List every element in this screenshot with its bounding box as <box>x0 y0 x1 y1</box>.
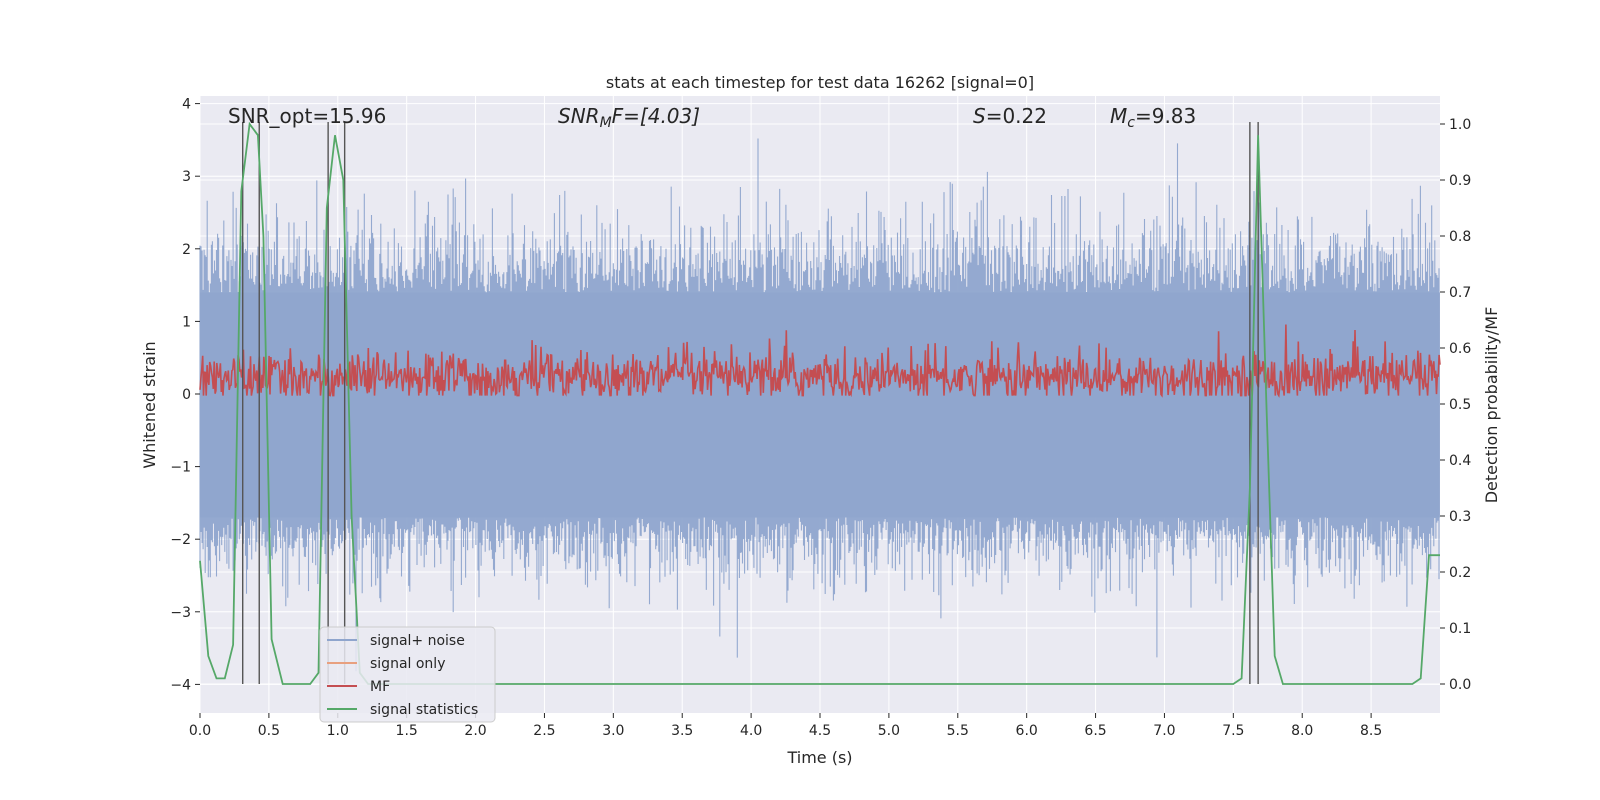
x-tick-label: 1.5 <box>396 723 418 739</box>
y-tick-label-left: −4 <box>170 677 191 693</box>
y-tick-label-left: 4 <box>182 97 191 113</box>
y-tick-label-right: 0.2 <box>1449 565 1471 581</box>
series-signal-noise <box>199 138 1440 672</box>
x-tick-label: 8.0 <box>1291 723 1313 739</box>
series-mf <box>199 324 1441 398</box>
x-tick-label: 3.0 <box>602 723 624 739</box>
vertical-markers <box>242 122 1259 684</box>
x-tick-label: 1.0 <box>327 723 349 739</box>
left-y-tick-labels: 4 3 2 1 0 −1 −2 −3 −4 <box>170 97 200 693</box>
y-tick-label-left: 0 <box>182 387 191 403</box>
y-tick-label-left: 2 <box>182 242 191 258</box>
y-tick-label-left: −3 <box>170 605 191 621</box>
x-tick-label: 0.5 <box>258 723 280 739</box>
legend-label-signal: signal only <box>370 656 445 672</box>
snr-mf-suffix: F=[4.03] <box>612 104 700 128</box>
legend-box <box>319 626 496 723</box>
x-tick-label: 7.0 <box>1153 723 1175 739</box>
annotation-s: S=0.22 <box>973 104 1047 128</box>
x-axis-label: Time (s) <box>786 748 852 767</box>
x-tick-label: 0.0 <box>189 723 211 739</box>
snr-mf-prefix: SNR <box>558 104 600 128</box>
y-tick-label-left: −2 <box>170 532 191 548</box>
mc-prefix: M <box>1110 104 1127 128</box>
s-suffix: =0.22 <box>986 104 1047 128</box>
snr-mf-sub: M <box>600 115 612 131</box>
y-tick-label-right: 0.6 <box>1449 341 1471 357</box>
y-tick-label-right: 0.8 <box>1449 229 1471 245</box>
y-tick-label-right: 0.4 <box>1449 453 1471 469</box>
legend-label-mf: MF <box>370 679 390 695</box>
mc-suffix: =9.83 <box>1135 104 1196 128</box>
y-tick-label-left: −1 <box>170 460 191 476</box>
annotation-snr-mf: SNRMF=[4.03] <box>558 104 700 131</box>
x-tick-label: 5.0 <box>878 723 900 739</box>
legend-label-stats: signal statistics <box>370 702 478 718</box>
y-tick-label-right: 0.0 <box>1449 677 1471 693</box>
right-y-tick-labels: 1.0 0.9 0.8 0.7 0.6 0.5 0.4 0.3 0.2 0.1 0.0 <box>1440 117 1471 693</box>
y-tick-label-left: 3 <box>182 169 191 185</box>
x-tick-label: 4.0 <box>740 723 762 739</box>
x-tick-label: 8.5 <box>1360 723 1382 739</box>
y-tick-label-left: 1 <box>182 314 191 330</box>
legend-label-noise: signal+ noise <box>370 633 465 649</box>
y-tick-label-right: 0.9 <box>1449 173 1471 189</box>
y-axis-label-right: Detection probability/MF <box>1482 307 1501 504</box>
x-tick-label: 2.5 <box>533 723 555 739</box>
chart-title: stats at each timestep for test data 162… <box>606 73 1034 92</box>
y-tick-label-right: 0.7 <box>1449 285 1471 301</box>
x-tick-label: 2.0 <box>464 723 486 739</box>
x-tick-label: 3.5 <box>671 723 693 739</box>
x-tick-labels: 0.0 0.5 1.0 1.5 2.0 2.5 3.0 3.5 4.0 4.5 5.0 5.5 6.0 6… <box>189 713 1382 739</box>
x-tick-label: 7.5 <box>1222 723 1244 739</box>
x-tick-label: 4.5 <box>809 723 831 739</box>
legend: signal+ noise signal only MF signal stat… <box>319 626 496 723</box>
x-tick-label: 6.5 <box>1084 723 1106 739</box>
series-signal-statistics <box>199 121 1440 685</box>
x-tick-label: 6.0 <box>1016 723 1038 739</box>
signal-statistics-line <box>199 121 1440 685</box>
mf-line <box>199 324 1441 398</box>
y-tick-label-right: 0.3 <box>1449 509 1471 525</box>
annotation-snr-opt: SNR_opt=15.96 <box>228 104 386 128</box>
y-tick-label-right: 0.5 <box>1449 397 1471 413</box>
x-tick-label: 5.5 <box>947 723 969 739</box>
y-axis-label-left: Whitened strain <box>140 341 159 468</box>
s-prefix: S <box>973 104 986 128</box>
y-tick-label-right: 1.0 <box>1449 117 1471 133</box>
annotation-mc: Mc=9.83 <box>1110 104 1196 131</box>
mc-sub: c <box>1127 115 1135 131</box>
y-tick-label-right: 0.1 <box>1449 621 1471 637</box>
